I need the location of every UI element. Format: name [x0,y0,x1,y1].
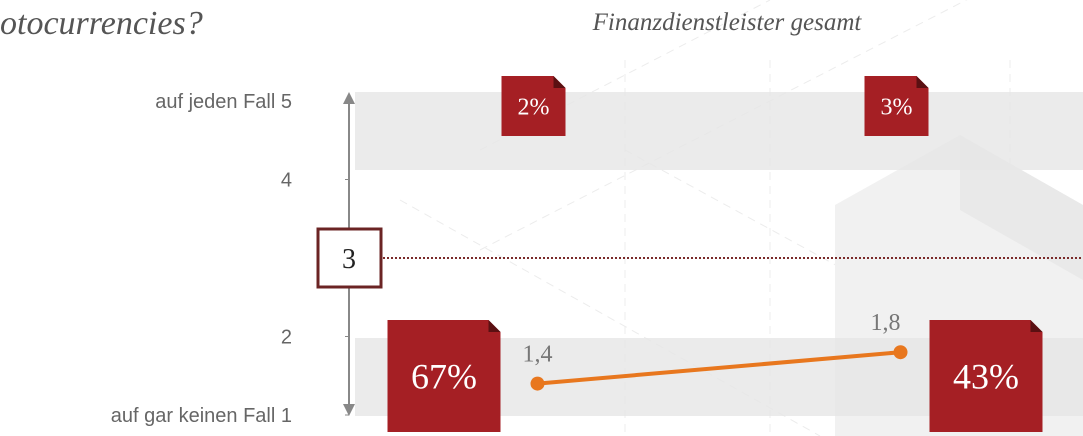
line [537,350,901,386]
reference-label: 3 [342,244,356,275]
box-fold [916,76,929,88]
y-tick-label: 4 [281,170,292,192]
point [530,376,545,391]
box-fold [1030,320,1043,332]
box-fold [553,76,566,88]
chart-title: otocurrencies? [0,5,203,42]
reference-box [316,227,383,289]
y-tick-label: auf jeden Fall 5 [155,91,292,113]
share-box [387,320,501,432]
arrow-head [343,404,355,416]
box-fold [488,320,501,332]
background-cube [960,135,1083,280]
chart-subtitle: Finanzdienstleister gesamt [592,9,863,36]
share-label: 3% [881,94,913,120]
share-box [929,320,1043,432]
arrow-head [343,92,355,104]
share-box [501,76,566,136]
point [893,345,908,360]
band [355,92,1083,170]
share-label: 2% [518,94,550,120]
share-label: 67% [411,357,477,397]
share-label: 43% [953,357,1019,397]
data-label: 1,8 [871,310,901,336]
y-tick-label: 2 [281,327,292,349]
data-label: 1,4 [523,342,553,368]
share-box [864,76,929,136]
y-tick-label: auf gar keinen Fall 1 [111,405,292,427]
